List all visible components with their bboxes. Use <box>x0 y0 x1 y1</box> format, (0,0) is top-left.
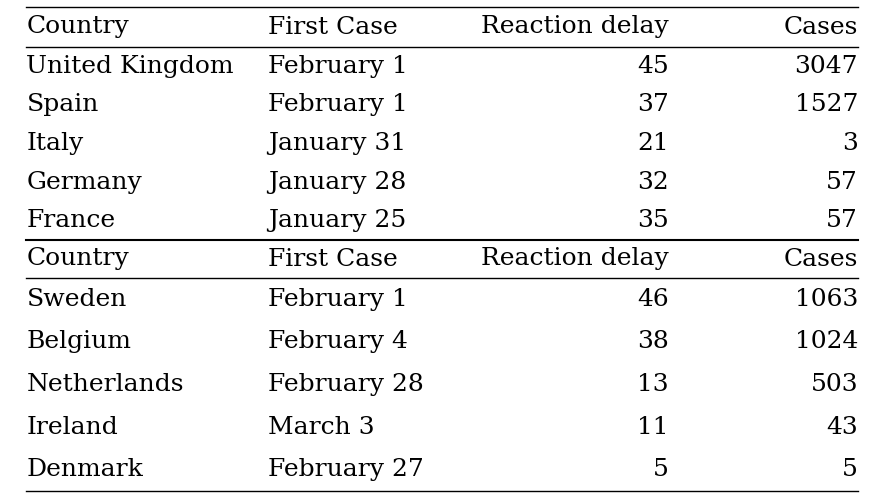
Text: 1024: 1024 <box>795 331 858 353</box>
Text: 37: 37 <box>637 93 669 116</box>
Text: 13: 13 <box>637 373 669 396</box>
Text: 5: 5 <box>653 458 669 481</box>
Text: 1527: 1527 <box>795 93 858 116</box>
Text: 11: 11 <box>637 415 669 438</box>
Text: Germany: Germany <box>26 170 143 194</box>
Text: Netherlands: Netherlands <box>26 373 184 396</box>
Text: January 25: January 25 <box>268 209 407 232</box>
Text: Cases: Cases <box>783 15 858 38</box>
Text: 32: 32 <box>637 170 669 194</box>
Text: 45: 45 <box>637 55 669 78</box>
Text: 5: 5 <box>842 458 858 481</box>
Text: February 28: February 28 <box>268 373 424 396</box>
Text: Country: Country <box>26 15 129 38</box>
Text: February 1: February 1 <box>268 288 408 311</box>
Text: 21: 21 <box>637 132 669 155</box>
Text: France: France <box>26 209 115 232</box>
Text: 57: 57 <box>826 209 858 232</box>
Text: January 31: January 31 <box>268 132 407 155</box>
Text: Denmark: Denmark <box>26 458 143 481</box>
Text: February 27: February 27 <box>268 458 424 481</box>
Text: 46: 46 <box>637 288 669 311</box>
Text: 1063: 1063 <box>795 288 858 311</box>
Text: 43: 43 <box>826 415 858 438</box>
Text: February 1: February 1 <box>268 93 408 116</box>
Text: February 4: February 4 <box>268 331 408 353</box>
Text: Cases: Cases <box>783 248 858 270</box>
Text: 3047: 3047 <box>795 55 858 78</box>
Text: First Case: First Case <box>268 248 398 270</box>
Text: 503: 503 <box>810 373 858 396</box>
Text: United Kingdom: United Kingdom <box>26 55 234 78</box>
Text: Country: Country <box>26 248 129 270</box>
Text: 35: 35 <box>637 209 669 232</box>
Text: Reaction delay: Reaction delay <box>481 15 669 38</box>
Text: Spain: Spain <box>26 93 99 116</box>
Text: Reaction delay: Reaction delay <box>481 248 669 270</box>
Text: Italy: Italy <box>26 132 84 155</box>
Text: Sweden: Sweden <box>26 288 127 311</box>
Text: 38: 38 <box>637 331 669 353</box>
Text: January 28: January 28 <box>268 170 407 194</box>
Text: 57: 57 <box>826 170 858 194</box>
Text: Ireland: Ireland <box>26 415 118 438</box>
Text: 3: 3 <box>842 132 858 155</box>
Text: February 1: February 1 <box>268 55 408 78</box>
Text: March 3: March 3 <box>268 415 375 438</box>
Text: Belgium: Belgium <box>26 331 131 353</box>
Text: First Case: First Case <box>268 15 398 38</box>
